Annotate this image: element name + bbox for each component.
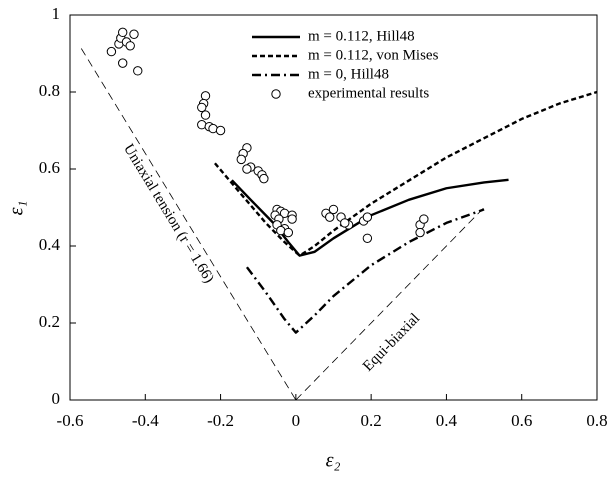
data-point	[129, 29, 139, 39]
x-tick-label: 0.6	[511, 411, 532, 430]
data-point	[236, 154, 246, 165]
data-point	[340, 218, 350, 228]
data-point	[118, 58, 128, 68]
reference-line	[80, 48, 297, 401]
data-point	[283, 227, 294, 238]
series-line	[214, 90, 598, 257]
legend-label: m = 0, Hill48	[308, 66, 389, 82]
data-point	[133, 66, 143, 76]
data-point	[419, 214, 429, 224]
y-tick-label: 1	[52, 4, 61, 23]
data-point	[362, 212, 373, 222]
data-point	[287, 214, 297, 224]
data-point	[259, 173, 269, 184]
series-line	[230, 178, 509, 257]
data-point	[106, 46, 117, 57]
series-line	[245, 208, 485, 334]
y-axis-label: ε₁	[6, 201, 28, 216]
x-tick-label: -0.4	[132, 411, 159, 430]
legend-label: experimental results	[308, 85, 429, 101]
data-point	[125, 41, 135, 51]
x-tick-label: 0	[292, 411, 301, 430]
y-tick-label: 0.4	[39, 235, 61, 254]
data-point	[197, 102, 207, 113]
data-point	[215, 125, 226, 136]
reference-line	[295, 207, 485, 401]
data-point	[200, 91, 211, 101]
y-tick-label: 0.6	[39, 158, 60, 177]
x-tick-label: -0.2	[207, 411, 234, 430]
data-point	[325, 212, 335, 222]
x-tick-label: -0.6	[57, 411, 84, 430]
x-axis-label: ε₂	[326, 450, 341, 472]
y-tick-label: 0	[52, 389, 61, 408]
legend-label: m = 0.112, von Mises	[308, 47, 439, 63]
data-point	[200, 110, 211, 120]
plot-frame	[69, 14, 598, 401]
annotation: Uniaxial tension (r = 1.66)	[120, 141, 217, 286]
x-tick-label: 0.2	[361, 411, 382, 430]
x-tick-label: 0.8	[586, 411, 607, 430]
data-point	[242, 164, 252, 174]
data-point	[328, 204, 339, 215]
data-point	[118, 27, 128, 38]
data-point	[415, 227, 425, 238]
legend-marker	[271, 89, 281, 99]
data-point	[362, 233, 373, 244]
legend-label: m = 0.112, Hill48	[308, 28, 415, 44]
y-tick-label: 0.2	[39, 312, 60, 331]
x-tick-label: 0.4	[436, 411, 458, 430]
y-tick-label: 0.8	[39, 81, 60, 100]
annotation: Equi-biaxial	[360, 310, 423, 374]
